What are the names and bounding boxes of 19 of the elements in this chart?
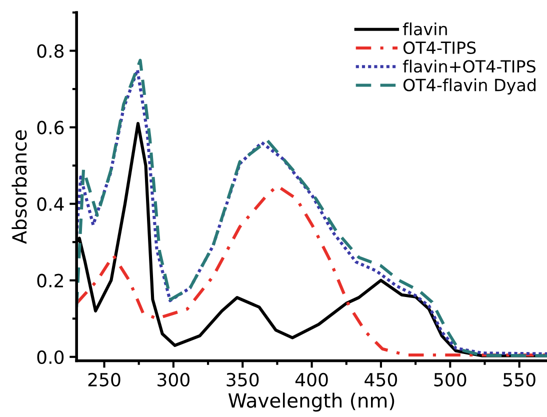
x-tick-label: 550 bbox=[503, 372, 536, 386]
legend-label: OT4-TIPS bbox=[403, 41, 476, 54]
x-tick-label: 300 bbox=[158, 372, 190, 386]
y-tick-label: 0.8 bbox=[37, 44, 64, 58]
x-tick-label: 450 bbox=[364, 372, 397, 386]
y-tick-label: 0.2 bbox=[37, 274, 63, 288]
x-tick-label: 250 bbox=[88, 372, 120, 386]
x-tick-label: 500 bbox=[434, 372, 466, 386]
y-tick-label: 0.4 bbox=[37, 197, 64, 211]
legend-label: flavin bbox=[402, 22, 447, 36]
y-axis-title: Absorbance bbox=[12, 130, 27, 244]
x-tick-label: 400 bbox=[295, 372, 328, 386]
x-tick-label: 350 bbox=[226, 372, 259, 386]
y-tick-label: 0.6 bbox=[37, 120, 64, 134]
y-tick-label: 0.0 bbox=[37, 350, 64, 364]
x-axis-title: Wavelength (nm) bbox=[228, 392, 394, 412]
legend-label: flavin+OT4-TIPS bbox=[402, 60, 536, 73]
legend-label: OT4-flavin Dyad bbox=[403, 78, 536, 95]
line-series bbox=[76, 184, 547, 356]
